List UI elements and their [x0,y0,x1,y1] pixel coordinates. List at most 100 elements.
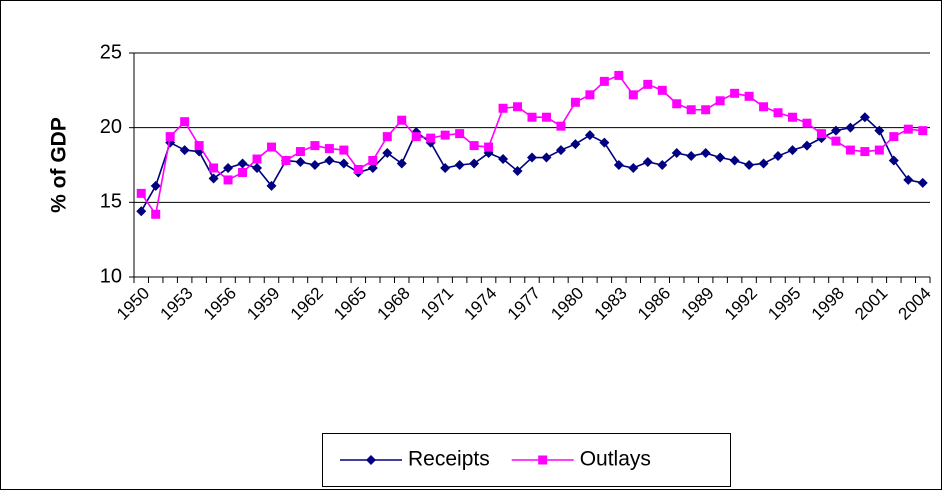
y-tick-label: 20 [100,116,122,138]
data-point [165,132,175,142]
data-point [700,148,711,159]
data-point [541,112,551,122]
data-point [657,160,668,170]
data-point [498,154,509,165]
data-point [715,152,726,163]
data-point [801,140,812,151]
data-point [556,121,566,131]
data-point [237,158,248,169]
data-point [759,102,769,112]
data-point [628,162,639,173]
y-axis-label: % of GDP [48,117,71,213]
data-point [309,160,320,170]
data-point [642,157,653,168]
data-point [194,141,204,151]
data-point [295,147,305,157]
data-point [730,88,740,98]
data-point [657,85,667,95]
data-point [874,145,884,155]
data-point [701,105,711,115]
data-point [512,165,523,176]
legend-label: Receipts [408,448,490,471]
data-point [179,145,190,156]
data-point [584,130,595,141]
data-point [180,117,190,127]
data-point [773,151,784,162]
data-point [758,158,769,169]
data-point [238,167,248,177]
data-point [209,163,219,173]
data-point [513,102,523,112]
data-point [281,156,291,166]
data-point [816,129,826,139]
data-point [324,144,334,154]
data-point [382,148,393,159]
data-point [252,162,263,173]
data-point [484,142,494,152]
data-point [367,162,378,173]
data-point [151,209,161,219]
data-point [918,126,928,136]
data-point [787,145,798,156]
data-point [498,103,508,113]
data-point [310,141,320,151]
data-point [527,152,537,163]
data-point [845,122,856,133]
data-point [223,175,233,185]
data-point [599,137,610,148]
data-point [208,173,219,184]
data-point [859,112,870,123]
data-point [411,132,421,142]
data-point [830,125,841,136]
data-point [136,188,146,198]
data-point [339,145,349,155]
legend: Receipts Outlays [322,433,731,487]
data-point [150,180,161,191]
data-point [397,115,407,125]
data-point [613,160,624,170]
data-point [527,112,537,122]
y-tick-label: 10 [100,265,122,287]
data-point [570,139,581,150]
data-point [382,132,392,142]
data-point [802,118,812,128]
data-point [455,129,465,139]
data-point [454,160,465,170]
data-point [903,174,914,185]
data-point [628,90,638,100]
legend-label: Outlays [580,448,651,471]
data-point [368,156,378,166]
data-point [845,145,855,155]
data-point [338,158,349,169]
data-point [295,157,306,168]
data-point [440,130,450,140]
data-point [266,142,276,152]
data-point [396,158,407,169]
data-point [136,206,147,217]
data-point [773,108,783,118]
data-point [874,125,885,136]
data-point [223,162,234,173]
data-point [555,145,566,156]
data-point [860,147,870,157]
data-point [744,91,754,101]
data-point [917,177,928,188]
legend-marker [366,455,376,465]
data-point [888,155,899,166]
data-point [788,112,798,122]
y-tick-label: 25 [100,41,122,63]
data-point [715,96,725,106]
data-point [686,105,696,115]
data-point [744,160,755,170]
data-point [252,154,262,164]
data-point [541,152,552,163]
data-point [353,164,363,174]
data-point [599,76,609,86]
data-point [672,99,682,109]
data-point [469,158,480,169]
data-point [324,155,335,166]
data-point [671,148,682,159]
data-point [643,79,653,89]
